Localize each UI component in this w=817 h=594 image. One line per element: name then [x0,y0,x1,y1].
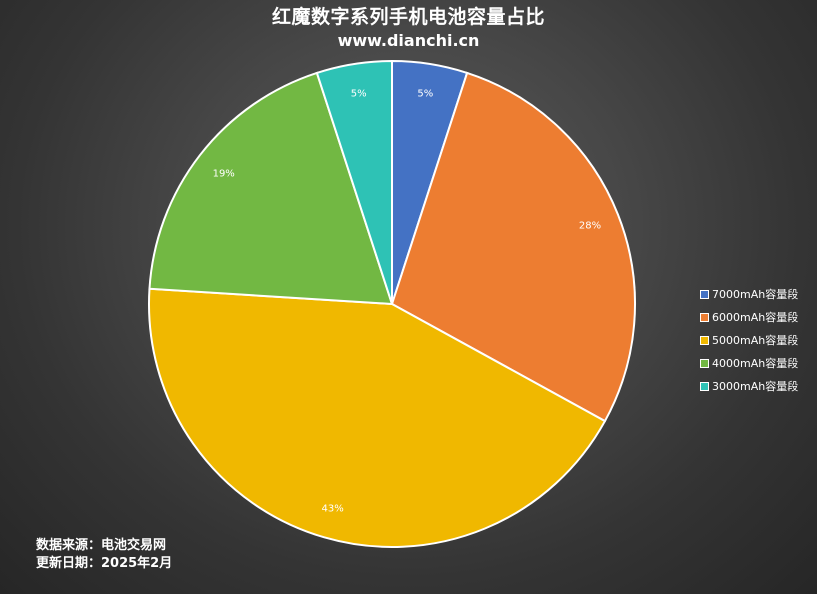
legend-swatch-6000mah [700,313,709,322]
update-date-text: 更新日期：2025年2月 [36,556,173,571]
pie-slice-3000mah [315,59,393,305]
pie-slice-5000mah [148,287,607,548]
legend-item-3000mah: 3000mAh容量段 [700,375,810,398]
legend-label-7000mah: 7000mAh容量段 [712,287,799,301]
legend-swatch-5000mah [700,336,709,345]
source-note: 数据来源：电池交易网 更新日期：2025年2月 [36,537,172,573]
data-source-text: 数据来源：电池交易网 [36,538,167,553]
data-label-6000mah: 28% [579,221,601,232]
pie-slice-6000mah [390,71,636,423]
chart-title: 红魔数字系列手机电池容量占比 [271,6,545,28]
data-label-7000mah: 5% [417,89,433,100]
legend-item-7000mah: 7000mAh容量段 [700,283,810,306]
legend-swatch-4000mah [700,359,709,368]
legend-item-4000mah: 4000mAh容量段 [700,352,810,375]
legend-swatch-7000mah [700,290,709,299]
legend-item-6000mah: 6000mAh容量段 [700,306,810,329]
legend-label-5000mah: 5000mAh容量段 [712,333,799,347]
data-label-3000mah: 5% [351,89,367,100]
legend-swatch-3000mah [700,382,709,391]
data-label-5000mah: 43% [321,504,343,515]
chart-subtitle: www.dianchi.cn [337,31,480,50]
data-label-4000mah: 19% [213,169,235,180]
legend-label-3000mah: 3000mAh容量段 [712,379,799,393]
chart-legend: 7000mAh容量段 6000mAh容量段 5000mAh容量段 4000mAh… [700,283,810,398]
pie-slice-4000mah [148,71,394,306]
legend-item-5000mah: 5000mAh容量段 [700,329,810,352]
legend-label-4000mah: 4000mAh容量段 [712,356,799,370]
legend-label-6000mah: 6000mAh容量段 [712,310,799,324]
